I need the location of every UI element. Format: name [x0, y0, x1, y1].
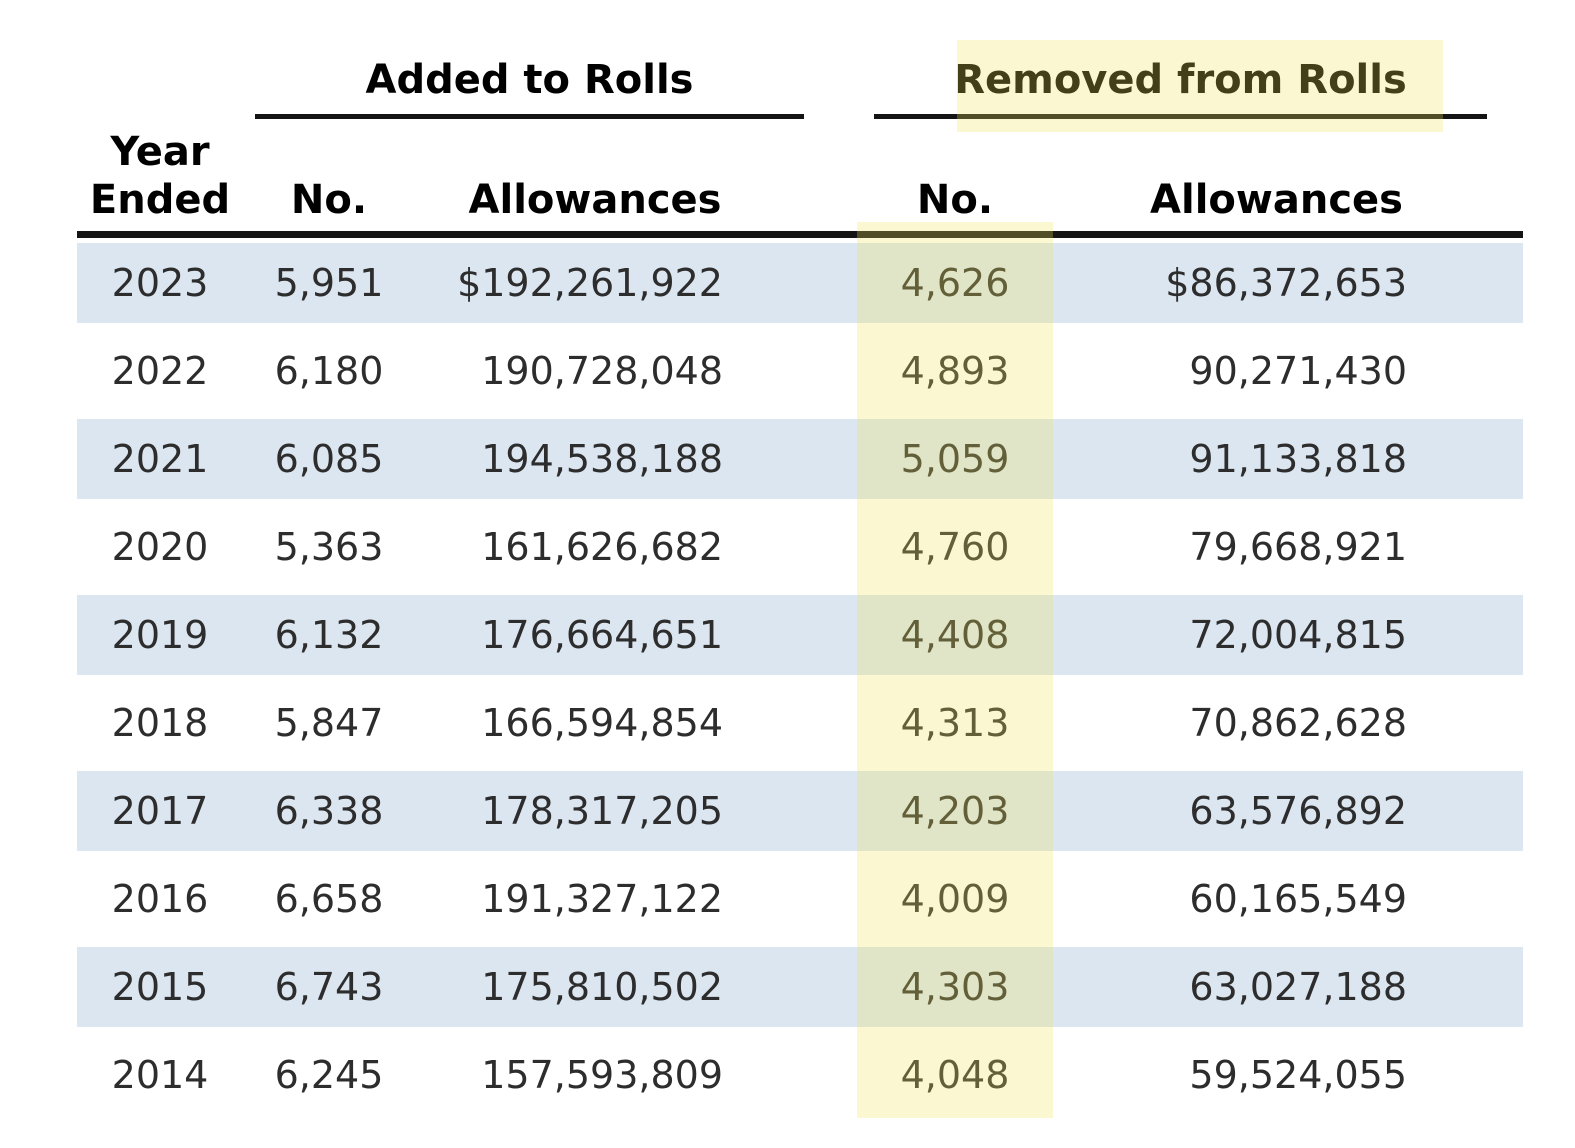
table-row: 2021 6,085 194,538,188 5,059 91,133,818 — [77, 415, 1523, 503]
cell-added-allowances: 190,728,048 — [481, 349, 723, 393]
cell-removed-no: 4,203 — [900, 789, 1010, 833]
cell-year: 2014 — [111, 1053, 209, 1097]
cell-removed-no: 4,408 — [900, 613, 1010, 657]
cell-added-allowances: 176,664,651 — [481, 613, 723, 657]
cell-removed-allowances: 59,524,055 — [1189, 1053, 1407, 1097]
added-no-column-header: No. — [290, 177, 368, 223]
added-to-rolls-group-header: Added to Rolls — [365, 57, 694, 103]
cell-removed-allowances: 60,165,549 — [1189, 877, 1407, 921]
table-row: 2020 5,363 161,626,682 4,760 79,668,921 — [77, 503, 1523, 591]
cell-removed-allowances: $86,372,653 — [1165, 261, 1407, 305]
cell-removed-allowances: 91,133,818 — [1189, 437, 1407, 481]
cell-added-no: 6,245 — [274, 1053, 384, 1097]
cell-added-allowances: 194,538,188 — [481, 437, 723, 481]
removed-no-column-header: No. — [916, 177, 994, 223]
cell-added-allowances: 178,317,205 — [481, 789, 723, 833]
cell-removed-allowances: 79,668,921 — [1189, 525, 1407, 569]
cell-added-allowances: 166,594,854 — [481, 701, 723, 745]
cell-year: 2021 — [111, 437, 209, 481]
cell-added-no: 5,847 — [274, 701, 384, 745]
cell-removed-no: 4,303 — [900, 965, 1010, 1009]
table-row: 2016 6,658 191,327,122 4,009 60,165,549 — [77, 855, 1523, 943]
cell-year: 2020 — [111, 525, 209, 569]
cell-removed-allowances: 63,027,188 — [1189, 965, 1407, 1009]
cell-added-allowances: 161,626,682 — [481, 525, 723, 569]
removed-group-underline — [874, 114, 1487, 119]
table-row: 2015 6,743 175,810,502 4,303 63,027,188 — [77, 943, 1523, 1031]
cell-year: 2016 — [111, 877, 209, 921]
year-ended-line1: Year — [110, 129, 210, 175]
cell-removed-no: 4,009 — [900, 877, 1010, 921]
cell-removed-allowances: 72,004,815 — [1189, 613, 1407, 657]
cell-added-no: 5,951 — [274, 261, 384, 305]
cell-year: 2022 — [111, 349, 209, 393]
cell-year: 2018 — [111, 701, 209, 745]
table-row: 2018 5,847 166,594,854 4,313 70,862,628 — [77, 679, 1523, 767]
cell-added-no: 5,363 — [274, 525, 384, 569]
cell-removed-allowances: 63,576,892 — [1189, 789, 1407, 833]
cell-removed-no: 4,626 — [900, 261, 1010, 305]
cell-removed-no: 4,313 — [900, 701, 1010, 745]
cell-year: 2019 — [111, 613, 209, 657]
cell-removed-no: 4,760 — [900, 525, 1010, 569]
cell-year: 2017 — [111, 789, 209, 833]
cell-year: 2023 — [111, 261, 209, 305]
cell-added-no: 6,180 — [274, 349, 384, 393]
header-bottom-rule — [77, 231, 1523, 238]
cell-added-no: 6,132 — [274, 613, 384, 657]
cell-removed-no: 5,059 — [900, 437, 1010, 481]
cell-year: 2015 — [111, 965, 209, 1009]
cell-removed-no: 4,048 — [900, 1053, 1010, 1097]
cell-added-no: 6,658 — [274, 877, 384, 921]
table-row: 2023 5,951 $192,261,922 4,626 $86,372,65… — [77, 239, 1523, 327]
cell-removed-allowances: 70,862,628 — [1189, 701, 1407, 745]
removed-from-rolls-group-header: Removed from Rolls — [954, 57, 1407, 103]
table-body: 2023 5,951 $192,261,922 4,626 $86,372,65… — [77, 239, 1523, 1119]
year-ended-line2: Ended — [89, 177, 231, 223]
table-row: 2014 6,245 157,593,809 4,048 59,524,055 — [77, 1031, 1523, 1119]
year-ended-column-header: Year Ended — [77, 128, 243, 224]
table-row: 2019 6,132 176,664,651 4,408 72,004,815 — [77, 591, 1523, 679]
cell-added-allowances: 191,327,122 — [481, 877, 723, 921]
cell-added-allowances: 175,810,502 — [481, 965, 723, 1009]
removed-allowances-column-header: Allowances — [1150, 177, 1403, 223]
cell-added-no: 6,085 — [274, 437, 384, 481]
table-row: 2017 6,338 178,317,205 4,203 63,576,892 — [77, 767, 1523, 855]
table-row: 2022 6,180 190,728,048 4,893 90,271,430 — [77, 327, 1523, 415]
cell-added-allowances: $192,261,922 — [457, 261, 723, 305]
cell-added-no: 6,743 — [274, 965, 384, 1009]
cell-removed-allowances: 90,271,430 — [1189, 349, 1407, 393]
added-allowances-column-header: Allowances — [468, 177, 722, 223]
cell-added-no: 6,338 — [274, 789, 384, 833]
added-group-underline — [255, 114, 804, 119]
cell-removed-no: 4,893 — [900, 349, 1010, 393]
cell-added-allowances: 157,593,809 — [481, 1053, 723, 1097]
